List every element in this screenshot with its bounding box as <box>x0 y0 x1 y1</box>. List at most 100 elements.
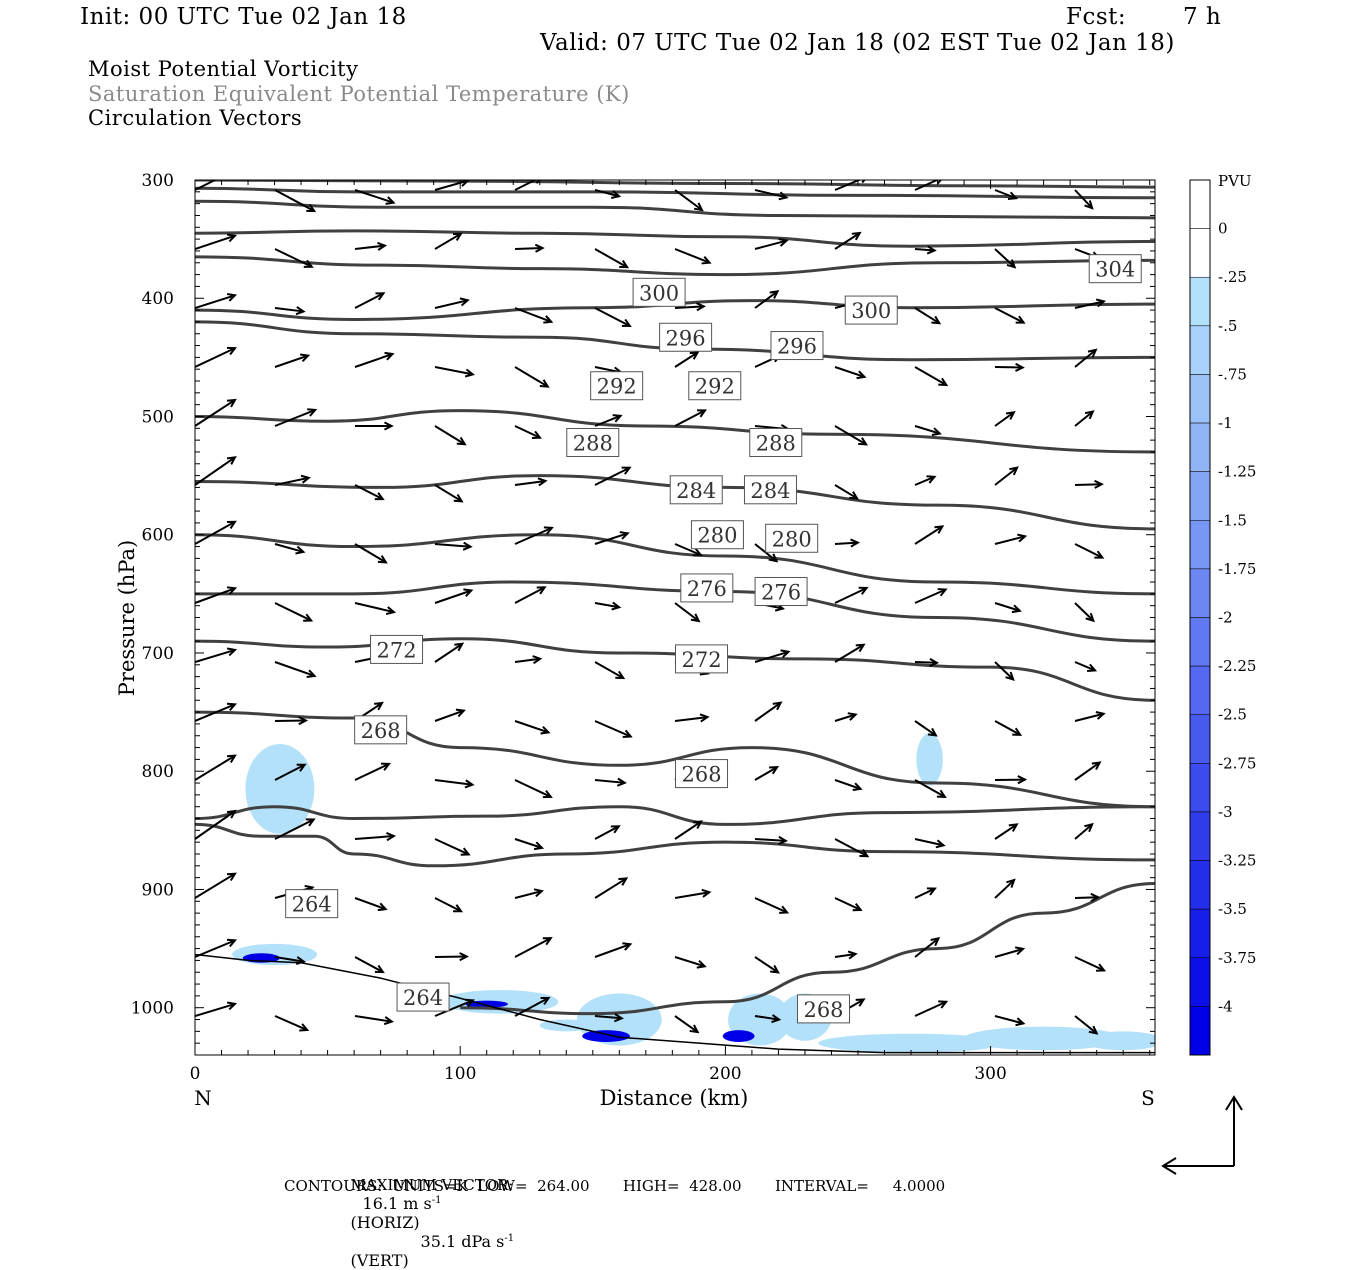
north-label: N <box>194 1086 212 1110</box>
contour-line <box>195 535 1155 594</box>
y-tick-label: 600 <box>142 526 174 546</box>
circulation-vector <box>595 662 623 678</box>
circulation-vector <box>995 880 1014 898</box>
colorbar-label: -1.75 <box>1218 560 1256 578</box>
circulation-vector <box>195 940 235 957</box>
circulation-vector <box>275 1016 307 1030</box>
colorbar-label: -3 <box>1218 803 1233 821</box>
circulation-vector <box>995 367 1023 368</box>
x-tick-label: 200 <box>709 1064 741 1084</box>
contour-label: 276 <box>761 580 801 604</box>
colorbar-label: -.5 <box>1218 317 1237 335</box>
vector-arrowhead <box>859 176 867 183</box>
contour-label: 300 <box>639 281 679 305</box>
circulation-vector <box>435 839 469 854</box>
circulation-vector <box>275 662 315 676</box>
colorbar-segment <box>1190 374 1210 423</box>
theta-es-contours <box>195 180 1155 1053</box>
circulation-vector <box>355 764 389 780</box>
contour-label: 296 <box>666 326 706 350</box>
y-tick-label: 900 <box>142 880 174 900</box>
mpv-patch <box>723 1030 755 1042</box>
colorbar-label: -1.5 <box>1218 511 1247 529</box>
colorbar-label: -.25 <box>1218 268 1247 286</box>
colorbar-segment <box>1190 520 1210 569</box>
contour-label: 284 <box>676 479 716 503</box>
circulation-vector <box>195 348 235 367</box>
contour-label: 292 <box>695 375 735 399</box>
colorbar: PVU0-.25-.5-.75-1-1.25-1.5-1.75-2-2.25-2… <box>1190 172 1256 1055</box>
circulation-vector <box>275 249 312 267</box>
colorbar-label: -2.25 <box>1218 657 1256 675</box>
vert-exponent: -1 <box>504 1233 514 1244</box>
circulation-vector <box>355 354 392 367</box>
circulation-vector <box>675 822 701 839</box>
circulation-vector <box>275 603 311 621</box>
circulation-vector <box>915 367 946 385</box>
colorbar-label: -2.75 <box>1218 754 1256 772</box>
colorbar-label: -4 <box>1218 997 1233 1015</box>
y-axis-label: Pressure (hPa) <box>115 540 139 696</box>
y-tick-label: 800 <box>142 762 174 782</box>
circulation-vector <box>675 249 710 263</box>
contour-label: 288 <box>573 432 613 456</box>
contour-line <box>195 231 1155 246</box>
contour-label: 292 <box>597 375 637 399</box>
reference-vector-icon <box>1163 1097 1242 1174</box>
circulation-vector <box>1075 190 1092 208</box>
circulation-vector <box>915 526 942 544</box>
horiz-max-value: 16.1 m s <box>363 1194 432 1213</box>
circulation-vector <box>1075 897 1098 898</box>
x-axis-label: Distance (km) <box>600 1086 749 1110</box>
circulation-vector <box>515 248 543 249</box>
contour-label: 272 <box>681 648 721 672</box>
colorbar-label: -2.5 <box>1218 706 1247 724</box>
colorbar-segment <box>1190 326 1210 375</box>
circulation-vector <box>355 957 383 972</box>
colorbar-label: -3.75 <box>1218 949 1256 967</box>
colorbar-segment <box>1190 180 1210 229</box>
circulation-vector <box>675 352 698 367</box>
mpv-patch <box>245 744 314 834</box>
contour-label: 300 <box>851 299 891 323</box>
colorbar-segment <box>1190 618 1210 667</box>
horiz-exponent: -1 <box>432 1195 442 1206</box>
contour-label: 288 <box>756 432 796 456</box>
circulation-vector <box>995 308 1024 323</box>
max-vector-line: MAXIMUM VECTOR: 16.1 m s-1 (HORIZ) 35.1 … <box>341 1158 514 1270</box>
contour-line <box>195 639 1155 700</box>
circulation-vector <box>755 957 778 972</box>
colorbar-segment <box>1190 472 1210 521</box>
contour-label: 264 <box>403 986 443 1010</box>
x-tick-label: 100 <box>444 1064 476 1084</box>
south-label: S <box>1141 1086 1155 1110</box>
circulation-vector <box>595 308 630 326</box>
circulation-vector <box>595 249 627 267</box>
x-tick-label: 0 <box>190 1064 201 1084</box>
circulation-vector <box>595 468 630 485</box>
colorbar-label: -1.25 <box>1218 463 1256 481</box>
y-tick-label: 1000 <box>131 999 174 1019</box>
circulation-vector <box>435 234 461 249</box>
circulation-vector <box>515 938 551 957</box>
colorbar-segment <box>1190 958 1210 1007</box>
circulation-vector <box>195 874 235 898</box>
contour-label: 284 <box>750 479 790 503</box>
contour-line <box>195 712 1155 807</box>
colorbar-label: 0 <box>1218 220 1228 238</box>
circulation-vector <box>835 233 860 249</box>
colorbar-segment <box>1190 277 1210 326</box>
colorbar-segment <box>1190 715 1210 764</box>
circulation-vector <box>915 1002 946 1016</box>
colorbar-label: -3.5 <box>1218 900 1247 918</box>
colorbar-segment <box>1190 909 1210 958</box>
plot-frame <box>195 180 1155 1055</box>
colorbar-title: PVU <box>1218 172 1252 190</box>
colorbar-segment <box>1190 569 1210 618</box>
circulation-vector <box>515 780 551 797</box>
circulation-vector <box>195 1004 235 1016</box>
colorbar-label: -3.25 <box>1218 852 1256 870</box>
colorbar-segment <box>1190 763 1210 812</box>
circulation-vector <box>1075 603 1093 621</box>
y-tick-label: 400 <box>142 289 174 309</box>
